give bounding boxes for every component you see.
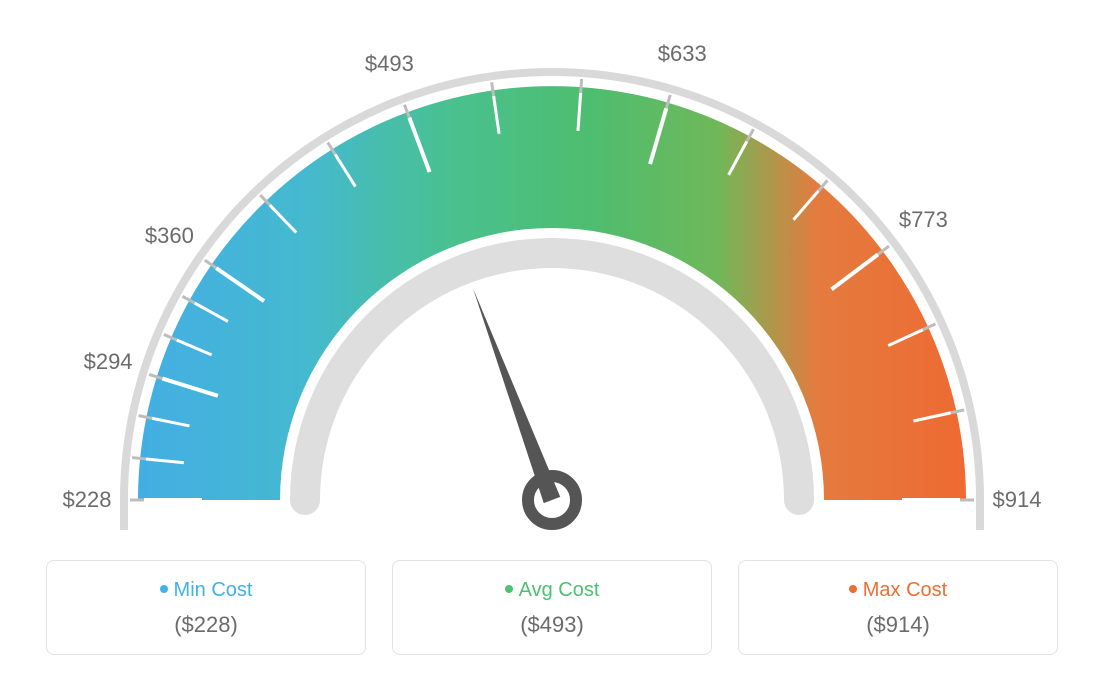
legend-card-avg: Avg Cost ($493)	[392, 560, 712, 655]
gauge-svg	[0, 0, 1104, 560]
legend-value-max: ($914)	[749, 612, 1047, 638]
legend-label: Avg Cost	[519, 579, 600, 601]
legend-title-max: Max Cost	[749, 579, 1047, 602]
gauge-tick-label: $773	[899, 207, 948, 233]
legend-title-min: Min Cost	[57, 579, 355, 602]
gauge-tick-label: $360	[145, 223, 194, 249]
legend-value-avg: ($493)	[403, 612, 701, 638]
gauge-tick-label: $633	[658, 41, 707, 67]
legend-label: Max Cost	[863, 579, 947, 601]
dot-icon	[849, 585, 857, 593]
legend-value-min: ($228)	[57, 612, 355, 638]
legend-card-min: Min Cost ($228)	[46, 560, 366, 655]
legend-row: Min Cost ($228) Avg Cost ($493) Max Cost…	[0, 560, 1104, 655]
gauge-tick-label: $294	[84, 349, 133, 375]
gauge-tick-label: $228	[63, 487, 112, 513]
dot-icon	[505, 585, 513, 593]
gauge-chart: $228 $294 $360 $493 $633 $773 $914	[0, 0, 1104, 560]
legend-card-max: Max Cost ($914)	[738, 560, 1058, 655]
gauge-tick-label: $493	[365, 51, 414, 77]
legend-label: Min Cost	[174, 579, 253, 601]
gauge-tick-label: $914	[993, 487, 1042, 513]
legend-title-avg: Avg Cost	[403, 579, 701, 602]
dot-icon	[160, 585, 168, 593]
